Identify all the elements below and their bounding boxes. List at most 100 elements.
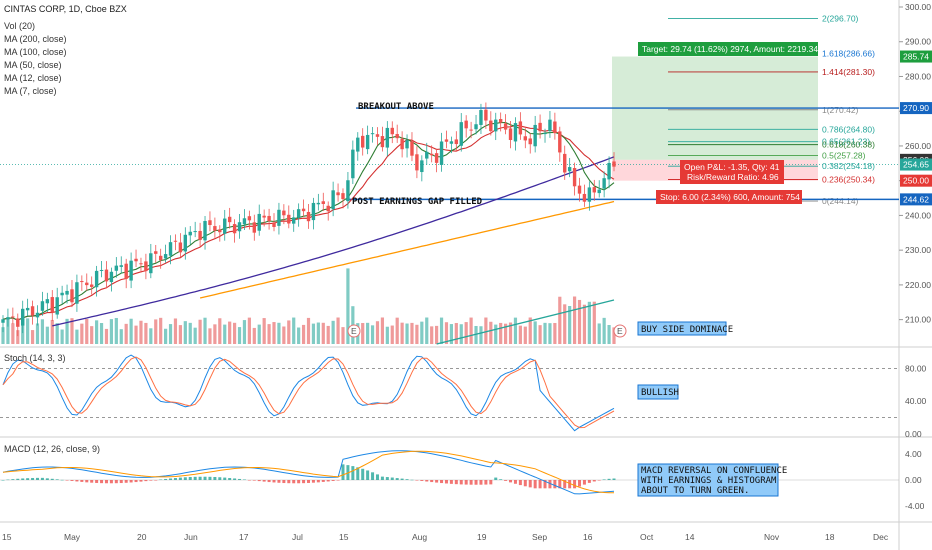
earnings-marker-jul[interactable] [347,324,361,338]
indicator-ma200[interactable]: MA (200, close) [4,34,67,44]
macd-histogram-bar [513,480,517,484]
stoch-panel: 80.00 40.00 0.00 [0,354,927,439]
macd-histogram-bar [366,470,370,480]
horizontal-levels[interactable] [346,107,899,201]
macd-histogram-bar [499,479,503,480]
candle-body [114,265,119,271]
macd-histogram-bar [410,479,414,481]
x-tick-label: Jun [184,532,198,542]
volume-bar [528,317,532,344]
candle-body [508,128,513,141]
volume-bar [213,324,217,344]
volume-bar [415,324,419,344]
open-pl-box[interactable] [680,160,784,184]
x-tick-label: May [64,532,81,542]
candle-body [70,289,74,303]
ma200-line [199,200,615,299]
volume-bar [410,322,414,344]
x-tick-label: 17 [239,532,249,542]
indicator-ma7[interactable]: MA (7, close) [4,86,57,96]
annotation-stoch-box[interactable] [637,384,679,400]
macd-histogram-bar [40,477,44,480]
price-axis[interactable]: 300.00290.00280.00270.00260.00250.00240.… [899,2,932,325]
volume-bar [469,317,473,344]
candle-body [518,121,523,135]
macd-histogram-bar [494,477,498,480]
macd-histogram-bar [573,480,577,489]
macd-histogram-bar [351,466,355,480]
annotation-breakout[interactable]: BREAKOUT ABOVE [358,102,434,112]
macd-histogram-bar [188,477,192,480]
volume-bar [316,322,320,344]
macd-histogram-bar [528,480,532,488]
macd-histogram-bar [119,480,123,484]
macd-histogram-bar [114,480,118,484]
volume-bar [139,320,143,344]
indicator-ma50[interactable]: MA (50, close) [4,60,62,70]
volume-bar [494,324,498,344]
annotation-macd-box[interactable] [637,463,779,497]
candle-body [582,193,587,202]
earnings-marker-sep[interactable] [613,324,627,338]
candle-body [533,124,537,147]
volume-bar [420,321,424,344]
volume-bar [267,324,271,344]
volume-bar [592,301,596,344]
macd-title[interactable]: MACD (12, 26, close, 9) [4,444,100,454]
candle-body [380,136,385,148]
volume-bar [80,323,84,344]
volume-bar [173,318,178,344]
macd-histogram-bar [80,480,84,482]
target-label-box[interactable] [638,42,818,56]
macd-histogram-bar [489,480,493,485]
macd-histogram-bar [336,480,340,481]
macd-histogram-bar [390,477,394,480]
volume-bar [208,328,212,344]
macd-histogram-bar [252,480,256,481]
candle-body [203,221,207,241]
candle-body [183,234,188,252]
volume-bar [26,318,30,344]
macd-histogram-bar [287,480,291,484]
volume-bar [203,317,207,344]
macd-histogram-bar [55,479,59,480]
volume-bar [380,317,385,344]
volume-bar [558,296,562,344]
volume-bar [272,322,276,344]
annotation-volume-box[interactable] [637,321,727,336]
candle-body [16,318,20,327]
macd-histogram-bar [578,480,582,487]
volume-bar [311,323,316,344]
candle-body [272,222,276,227]
fib-label: 2(296.70) [822,13,859,23]
indicator-ma100[interactable]: MA (100, close) [4,47,67,57]
macd-histogram-bar [602,479,606,480]
macd-line [2,450,615,495]
candle-body [149,253,153,274]
macd-histogram-bar [267,480,271,483]
volume-bar [114,317,118,344]
indicator-vol[interactable]: Vol (20) [4,21,35,31]
macd-histogram-bar [484,480,488,485]
macd-histogram-bar [159,479,163,481]
macd-histogram-bar [213,476,217,480]
macd-histogram-bar [16,478,20,480]
stop-label-box[interactable] [656,190,802,204]
candle-body [331,190,335,210]
volume-bar [572,296,577,344]
stoch-d-line [2,356,615,429]
candle-body [6,317,10,320]
indicator-ma12[interactable]: MA (12, close) [4,73,62,83]
time-axis[interactable]: 15 May 20 Jun 17 Jul 15 Aug 19 Sep 16 Oct 14 Nov 18 Dec [2,532,889,542]
volume-bar [11,323,15,344]
candle-body [21,308,25,326]
candle-body [484,109,488,121]
macd-histogram-bar [375,474,379,480]
target-label: Target: 29.74 (11.62%) 2974, Amount: 221… [642,44,818,54]
volume-bar [154,319,158,344]
macd-histogram-bar [144,480,148,482]
stoch-title[interactable]: Stoch (14, 3, 3) [4,353,66,363]
candle-body [538,122,542,132]
annotation-gap[interactable]: POST EARNINGS GAP FILLED [352,197,483,207]
